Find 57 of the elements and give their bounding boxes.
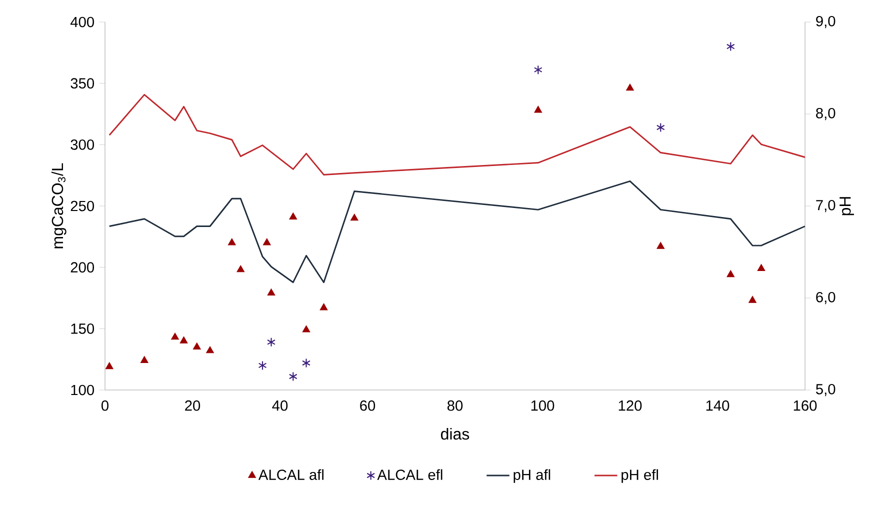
point [534, 106, 542, 113]
legend-label: ALCAL afl [258, 469, 324, 480]
point [180, 336, 188, 344]
y-tick-label: 100 [71, 384, 94, 396]
y-tick-label: 250 [70, 200, 94, 212]
point [350, 214, 358, 221]
x-tick-label: 140 [706, 400, 730, 411]
y-tick-label: 200 [70, 262, 94, 273]
point [748, 296, 756, 303]
legend-label: pH efl [622, 469, 658, 483]
point [626, 84, 634, 91]
y-tick-label: 400 [70, 16, 94, 28]
point [656, 122, 665, 132]
y-axis-title: mgCaCO$_{3}$/L [51, 163, 66, 248]
point [656, 242, 665, 249]
x-axis-title: dias [441, 428, 470, 440]
y-tick-label: 150 [71, 323, 94, 334]
point [228, 238, 236, 246]
point [171, 332, 179, 340]
x-tick-label: 80 [447, 400, 463, 411]
legend-label: pH afl [514, 469, 550, 483]
y2-tick-label: 9,0 [816, 16, 836, 28]
point [206, 346, 214, 354]
y2-tick-label: 5,0 [816, 384, 836, 396]
line-series [108, 180, 806, 284]
point [236, 265, 245, 272]
x-tick-label: 20 [185, 400, 200, 411]
point [288, 372, 298, 382]
point [302, 358, 310, 368]
y2-tick-label: 6,0 [816, 292, 836, 304]
point [289, 212, 298, 220]
y2-tick-label: 8,0 [816, 108, 836, 120]
x-tick-label: 160 [794, 400, 817, 411]
point [192, 342, 201, 350]
y-tick-label: 350 [70, 78, 94, 89]
y2-axis-title: pH [840, 197, 854, 216]
point [302, 325, 310, 332]
point [262, 238, 271, 246]
x-tick-label: 40 [272, 400, 288, 411]
line-series [108, 94, 806, 176]
y-tick-label: 300 [70, 139, 94, 150]
x-tick-label: 0 [101, 400, 108, 411]
point [140, 356, 148, 363]
point [726, 270, 735, 278]
legend-label: ALCAL efl [377, 469, 442, 480]
point [258, 360, 267, 370]
point [267, 288, 276, 296]
point [726, 42, 735, 52]
point [267, 337, 276, 347]
x-tick-label: 120 [618, 400, 642, 411]
y2-tick-label: 7,0 [816, 200, 836, 212]
point [757, 264, 766, 271]
x-tick-label: 100 [531, 400, 554, 411]
point [534, 65, 542, 75]
x-tick-label: 60 [360, 400, 376, 411]
point [105, 362, 114, 370]
point [320, 303, 328, 310]
